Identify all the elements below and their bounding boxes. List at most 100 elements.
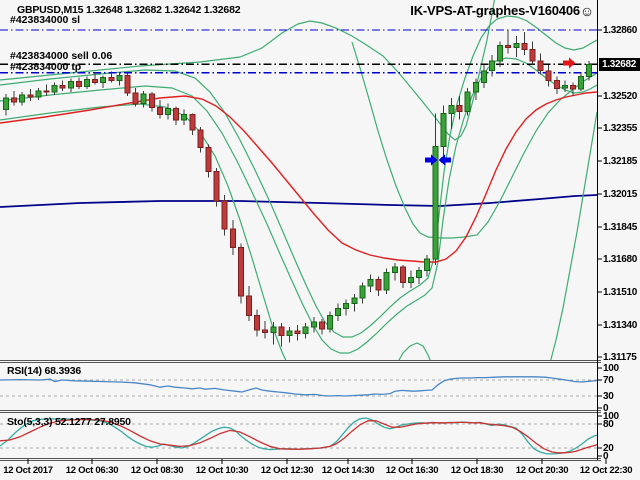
candle-body bbox=[561, 84, 568, 89]
order-sell-label[interactable]: #423834000 sell 0.06 bbox=[10, 50, 113, 62]
candle-body bbox=[489, 60, 495, 72]
candle-body bbox=[148, 93, 155, 109]
rsi-axis-label: 100 bbox=[603, 363, 619, 374]
navy-ma-line bbox=[0, 194, 597, 208]
time-axis-label: 12 Oct 14:30 bbox=[321, 465, 375, 476]
candle-body bbox=[464, 91, 471, 112]
price-axis-label: 1.31175 bbox=[603, 352, 637, 363]
candle-body bbox=[343, 303, 350, 310]
candle-body bbox=[75, 80, 82, 87]
sto-axis-label: 0 bbox=[603, 451, 609, 462]
candle-body bbox=[416, 270, 423, 278]
time-axis-label: 12 Oct 10:30 bbox=[195, 465, 249, 476]
candle-body bbox=[19, 94, 26, 103]
order-tp-label[interactable]: #423834000 tp bbox=[10, 61, 82, 73]
candle-body bbox=[570, 84, 576, 90]
candle-body bbox=[27, 94, 34, 98]
candle-body bbox=[294, 330, 301, 335]
time-axis-label: 12 Oct 16:30 bbox=[385, 465, 439, 476]
lower-band-line bbox=[550, 111, 597, 360]
price-axis-label: 1.32355 bbox=[603, 123, 638, 134]
price-axis-label: 1.31510 bbox=[603, 287, 638, 298]
candle-body bbox=[327, 314, 333, 330]
candle-body bbox=[432, 145, 439, 260]
price-axis-label: 1.31680 bbox=[603, 254, 638, 265]
time-axis-label: 12 Oct 06:30 bbox=[65, 465, 119, 476]
candle-body bbox=[11, 97, 18, 103]
time-axis-label: 12 Oct 20:30 bbox=[515, 465, 569, 476]
candle-body bbox=[173, 108, 180, 121]
candle-body bbox=[553, 80, 560, 89]
candle-body bbox=[35, 90, 42, 98]
candle-body bbox=[59, 84, 66, 89]
candle-body bbox=[116, 75, 123, 81]
rsi-indicator-label: RSI(14) 68.3936 bbox=[7, 365, 82, 377]
price-axis-label: 1.32860 bbox=[603, 25, 638, 36]
price-axis-label: 1.32015 bbox=[603, 189, 638, 200]
candle-body bbox=[440, 112, 447, 147]
candle-body bbox=[100, 77, 107, 83]
rsi-line bbox=[0, 376, 597, 397]
candle-body bbox=[181, 113, 188, 121]
symbol-ohlc-header: GBPUSD,M15 1.32648 1.32682 1.32642 1.326… bbox=[17, 4, 241, 16]
candles-group bbox=[3, 30, 593, 347]
candle-body bbox=[586, 64, 593, 77]
red-ma-line bbox=[0, 91, 597, 263]
candle-body bbox=[383, 272, 390, 291]
candle-body bbox=[124, 75, 131, 94]
price-axis-label: 1.32520 bbox=[603, 91, 638, 102]
lower-band-line bbox=[398, 342, 431, 360]
smiley-icon: ☺ bbox=[579, 3, 594, 19]
candle-body bbox=[3, 97, 9, 111]
candle-body bbox=[351, 297, 358, 305]
candle-body bbox=[375, 278, 382, 291]
candle-body bbox=[262, 329, 269, 334]
stochastic-d-line bbox=[0, 418, 597, 454]
price-axis-label: 1.31340 bbox=[603, 320, 638, 331]
candle-body bbox=[51, 84, 58, 93]
order-sl-label[interactable]: #423834000 sl bbox=[10, 14, 81, 26]
stochastic-indicator-label: Sto(5,3,3) 52.1277 27.8950 bbox=[7, 416, 131, 428]
sto-axis-label: 100 bbox=[603, 411, 619, 422]
candle-body bbox=[513, 43, 520, 48]
candle-body bbox=[537, 60, 544, 72]
candle-body bbox=[205, 146, 212, 173]
candle-body bbox=[408, 276, 414, 283]
candle-body bbox=[278, 326, 285, 337]
price-axis-label: 1.32185 bbox=[603, 156, 638, 167]
candle-body bbox=[521, 43, 528, 50]
candle-body bbox=[108, 77, 115, 81]
candle-body bbox=[391, 266, 398, 274]
time-axis-label: 12 Oct 18:30 bbox=[450, 465, 504, 476]
candle-body bbox=[84, 79, 90, 87]
candle-body bbox=[302, 326, 309, 335]
candle-body bbox=[359, 285, 366, 299]
blue-right-arrow-icon bbox=[425, 154, 438, 166]
sto-axis-label: 80 bbox=[603, 419, 614, 430]
candle-body bbox=[237, 246, 244, 297]
candle-body bbox=[132, 92, 139, 105]
candle-body bbox=[286, 330, 293, 337]
current-price-box: 1.32682 bbox=[599, 58, 640, 71]
candle-body bbox=[67, 80, 74, 89]
blue-left-arrow-icon bbox=[438, 154, 451, 166]
time-axis-label: 12 Oct 22:30 bbox=[579, 465, 633, 476]
candle-body bbox=[335, 308, 342, 316]
time-axis-label: 12 Oct 08:30 bbox=[130, 465, 184, 476]
time-axis-label: 12 Oct 2017 bbox=[3, 465, 53, 476]
candle-body bbox=[424, 258, 431, 272]
candle-body bbox=[229, 228, 236, 248]
candle-body bbox=[578, 76, 585, 90]
sell-entry-arrow-icon bbox=[563, 57, 576, 69]
candle-body bbox=[310, 321, 317, 328]
candle-body bbox=[545, 70, 552, 82]
rsi-axis-label: 70 bbox=[603, 375, 614, 386]
sto-axis-label: 20 bbox=[603, 443, 614, 454]
candle-body bbox=[213, 171, 220, 202]
candle-body bbox=[448, 105, 455, 114]
candle-body bbox=[156, 107, 163, 115]
channel-upper-line bbox=[0, 15, 597, 338]
